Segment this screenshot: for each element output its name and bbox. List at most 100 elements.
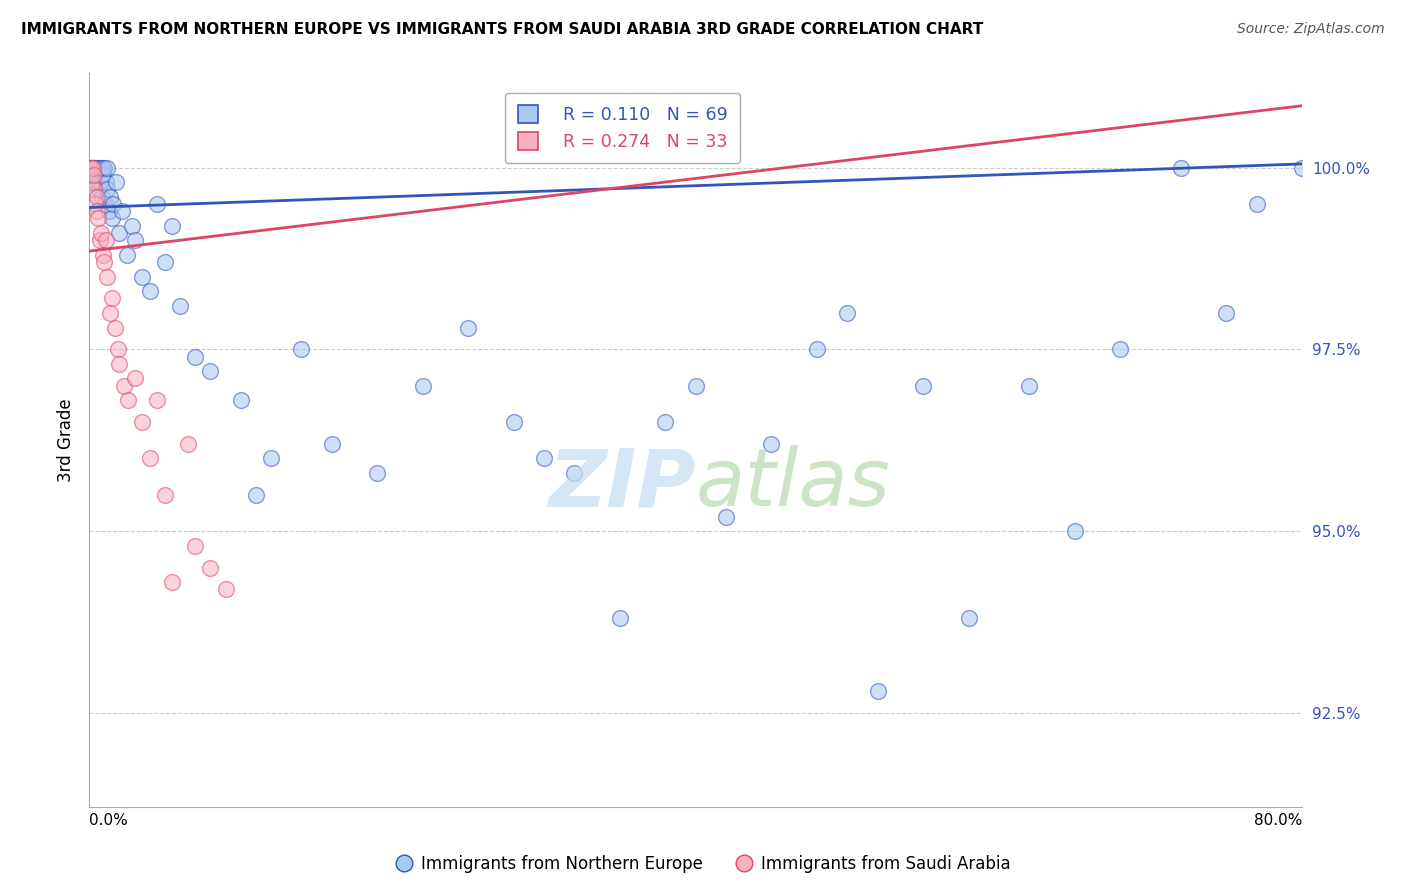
Point xyxy=(1063,524,1085,538)
Point xyxy=(131,415,153,429)
Point xyxy=(366,466,388,480)
Point xyxy=(97,204,120,219)
Point xyxy=(117,393,139,408)
Point xyxy=(124,233,146,247)
Text: 80.0%: 80.0% xyxy=(1254,814,1302,829)
Point xyxy=(121,219,143,233)
Point xyxy=(89,161,111,175)
Point xyxy=(83,168,105,182)
Point xyxy=(87,211,110,226)
Point xyxy=(1018,378,1040,392)
Point xyxy=(111,204,134,219)
Point xyxy=(1170,161,1192,175)
Point xyxy=(714,509,737,524)
Text: ZIP: ZIP xyxy=(548,445,696,524)
Point xyxy=(654,415,676,429)
Point xyxy=(457,320,479,334)
Point xyxy=(80,161,103,175)
Point xyxy=(260,451,283,466)
Point xyxy=(96,269,118,284)
Point xyxy=(912,378,935,392)
Point xyxy=(761,437,783,451)
Point xyxy=(184,350,207,364)
Point xyxy=(1246,197,1268,211)
Point xyxy=(98,306,121,320)
Point xyxy=(90,226,112,240)
Point xyxy=(82,161,104,175)
Point xyxy=(321,437,343,451)
Point xyxy=(105,175,128,189)
Point xyxy=(93,161,115,175)
Point xyxy=(1291,161,1313,175)
Point xyxy=(162,575,184,590)
Point xyxy=(115,248,138,262)
Point xyxy=(94,175,117,189)
Point xyxy=(502,415,524,429)
Point xyxy=(82,161,104,175)
Point xyxy=(112,378,135,392)
Point xyxy=(866,684,889,698)
Point xyxy=(806,343,828,357)
Point xyxy=(169,299,191,313)
Point xyxy=(108,357,131,371)
Point xyxy=(245,488,267,502)
Point xyxy=(87,161,110,175)
Point xyxy=(86,189,108,203)
Point xyxy=(104,320,127,334)
Point xyxy=(79,161,101,175)
Point xyxy=(89,175,111,189)
Point xyxy=(91,168,114,182)
Point xyxy=(290,343,312,357)
Point xyxy=(82,168,104,182)
Point xyxy=(90,161,112,175)
Legend:   R = 0.110   N = 69,   R = 0.274   N = 33: R = 0.110 N = 69, R = 0.274 N = 33 xyxy=(505,93,740,163)
Point xyxy=(685,378,707,392)
Point xyxy=(84,197,107,211)
Point xyxy=(200,560,222,574)
Point xyxy=(146,393,169,408)
Point xyxy=(107,343,129,357)
Point xyxy=(200,364,222,378)
Point xyxy=(79,161,101,175)
Point xyxy=(1109,343,1132,357)
Text: IMMIGRANTS FROM NORTHERN EUROPE VS IMMIGRANTS FROM SAUDI ARABIA 3RD GRADE CORREL: IMMIGRANTS FROM NORTHERN EUROPE VS IMMIG… xyxy=(21,22,983,37)
Point xyxy=(176,437,198,451)
Point xyxy=(153,255,176,269)
Point xyxy=(86,168,108,182)
Text: 0.0%: 0.0% xyxy=(89,814,128,829)
Point xyxy=(153,488,176,502)
Point xyxy=(89,233,111,247)
Point xyxy=(1215,306,1237,320)
Point xyxy=(93,255,115,269)
Point xyxy=(103,197,125,211)
Point xyxy=(533,451,555,466)
Point xyxy=(214,582,236,597)
Point xyxy=(87,182,110,196)
Point xyxy=(91,189,114,203)
Point xyxy=(957,611,980,625)
Text: atlas: atlas xyxy=(696,445,890,524)
Point xyxy=(837,306,859,320)
Point xyxy=(101,211,124,226)
Point xyxy=(84,161,107,175)
Point xyxy=(94,197,117,211)
Point xyxy=(138,451,160,466)
Point xyxy=(93,161,115,175)
Point xyxy=(98,189,121,203)
Point xyxy=(562,466,585,480)
Point xyxy=(412,378,434,392)
Point xyxy=(108,226,131,240)
Point xyxy=(124,371,146,385)
Point xyxy=(84,175,107,189)
Point xyxy=(83,161,105,175)
Point xyxy=(96,161,118,175)
Point xyxy=(184,539,207,553)
Point xyxy=(82,175,104,189)
Y-axis label: 3rd Grade: 3rd Grade xyxy=(58,399,75,482)
Point xyxy=(229,393,252,408)
Point xyxy=(609,611,631,625)
Point xyxy=(138,284,160,298)
Point xyxy=(146,197,169,211)
Point xyxy=(162,219,184,233)
Point xyxy=(80,161,103,175)
